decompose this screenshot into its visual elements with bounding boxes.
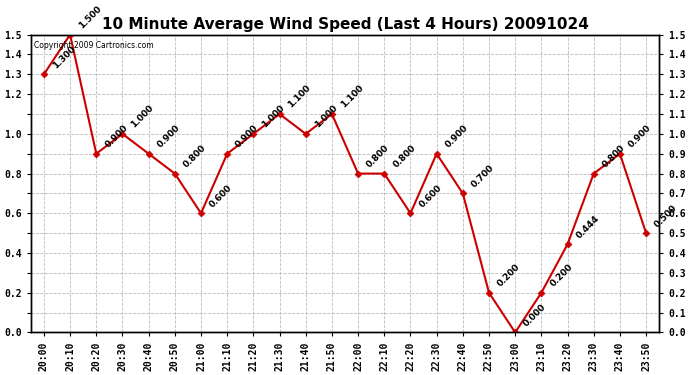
Text: 1.500: 1.500 <box>77 4 104 30</box>
Text: 0.200: 0.200 <box>549 262 575 288</box>
Text: 0.800: 0.800 <box>181 143 208 170</box>
Text: 0.900: 0.900 <box>234 123 260 150</box>
Text: 0.900: 0.900 <box>104 123 130 150</box>
Text: 0.800: 0.800 <box>391 143 417 170</box>
Text: 1.000: 1.000 <box>313 104 339 130</box>
Text: Copyright 2009 Cartronics.com: Copyright 2009 Cartronics.com <box>34 40 154 50</box>
Text: 1.100: 1.100 <box>286 84 313 110</box>
Text: 1.100: 1.100 <box>339 84 365 110</box>
Text: 1.000: 1.000 <box>260 104 286 130</box>
Text: 0.200: 0.200 <box>496 262 522 288</box>
Text: 0.900: 0.900 <box>444 123 470 150</box>
Text: 0.700: 0.700 <box>470 163 496 189</box>
Text: 0.600: 0.600 <box>417 183 444 209</box>
Text: 0.444: 0.444 <box>575 213 601 240</box>
Text: 1.300: 1.300 <box>51 44 77 70</box>
Text: 0.800: 0.800 <box>365 143 391 170</box>
Text: 0.800: 0.800 <box>601 143 627 170</box>
Text: 0.900: 0.900 <box>155 123 182 150</box>
Text: 0.500: 0.500 <box>653 203 679 229</box>
Text: 0.000: 0.000 <box>522 302 548 328</box>
Text: 1.000: 1.000 <box>130 104 155 130</box>
Text: 0.900: 0.900 <box>627 123 653 150</box>
Title: 10 Minute Average Wind Speed (Last 4 Hours) 20091024: 10 Minute Average Wind Speed (Last 4 Hou… <box>101 17 589 32</box>
Text: 0.600: 0.600 <box>208 183 234 209</box>
